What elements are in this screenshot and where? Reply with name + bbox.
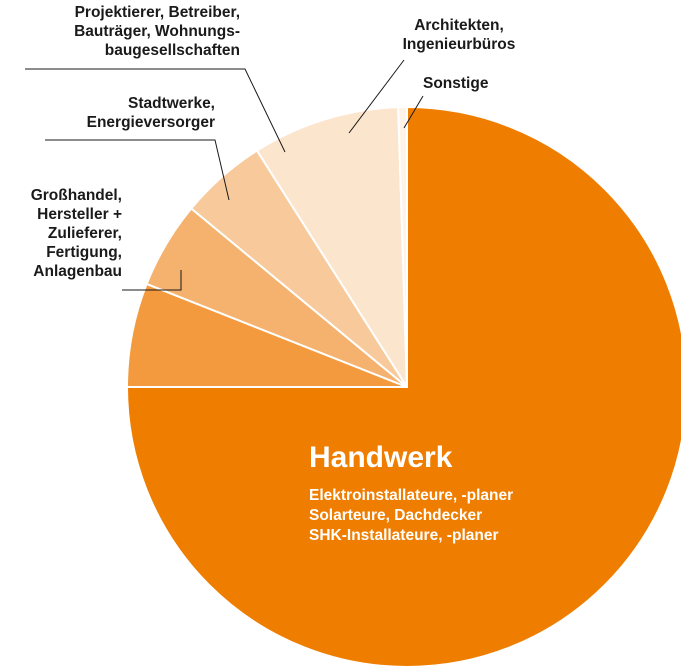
label-grosshandel: Großhandel, Hersteller + Zulieferer, Fer… xyxy=(0,186,122,281)
label-projektierer-line-1: Projektierer, Betreiber, xyxy=(74,4,240,21)
leader-line-architekten xyxy=(348,59,405,134)
pie-slice-5 xyxy=(397,106,408,388)
label-stadtwerke: Stadtwerke, Energieversorger xyxy=(30,94,215,132)
label-projektierer: Projektierer, Betreiber, Bauträger, Wohn… xyxy=(8,3,240,60)
leader-line-sonstige xyxy=(403,95,424,129)
leader-line-projektierer xyxy=(25,68,286,153)
label-handwerk-details: Elektroinstallateure, -planer Solarteure… xyxy=(309,486,513,546)
label-sonstige: Sonstige xyxy=(423,74,488,93)
label-architekten: Architekten, Ingenieurbüros xyxy=(384,16,534,54)
label-stadtwerke-line-1: Stadtwerke, xyxy=(127,95,215,112)
label-sonstige-line-1: Sonstige xyxy=(423,75,489,92)
label-stadtwerke-line-2: Energieversorger xyxy=(86,114,215,131)
pie-slices xyxy=(126,106,681,668)
label-architekten-line-1: Architekten, xyxy=(414,17,504,34)
label-projektierer-line-3: baugesellschaften xyxy=(104,42,240,59)
label-architekten-line-2: Ingenieurbüros xyxy=(402,36,516,53)
label-grosshandel-line-2: Hersteller + xyxy=(37,206,122,223)
label-grosshandel-line-1: Großhandel, xyxy=(30,187,122,204)
leader-lines xyxy=(25,59,424,291)
label-handwerk: Handwerk xyxy=(309,441,453,474)
pie-slice-0 xyxy=(126,106,681,668)
pie-slice-4 xyxy=(255,106,408,388)
label-handwerk-line-1: Elektroinstallateure, -planer xyxy=(309,487,514,504)
label-grosshandel-line-4: Fertigung, xyxy=(46,244,122,261)
label-handwerk-line-2: Solarteure, Dachdecker xyxy=(309,507,483,524)
leader-line-grosshandel xyxy=(122,270,182,291)
label-handwerk-line-3: SHK-Installateure, -planer xyxy=(309,527,499,544)
label-grosshandel-line-3: Zulieferer, xyxy=(47,225,122,242)
label-grosshandel-line-5: Anlagenbau xyxy=(33,263,122,280)
label-projektierer-line-2: Bauträger, Wohnungs- xyxy=(74,23,240,40)
leader-line-stadtwerke xyxy=(45,139,230,201)
